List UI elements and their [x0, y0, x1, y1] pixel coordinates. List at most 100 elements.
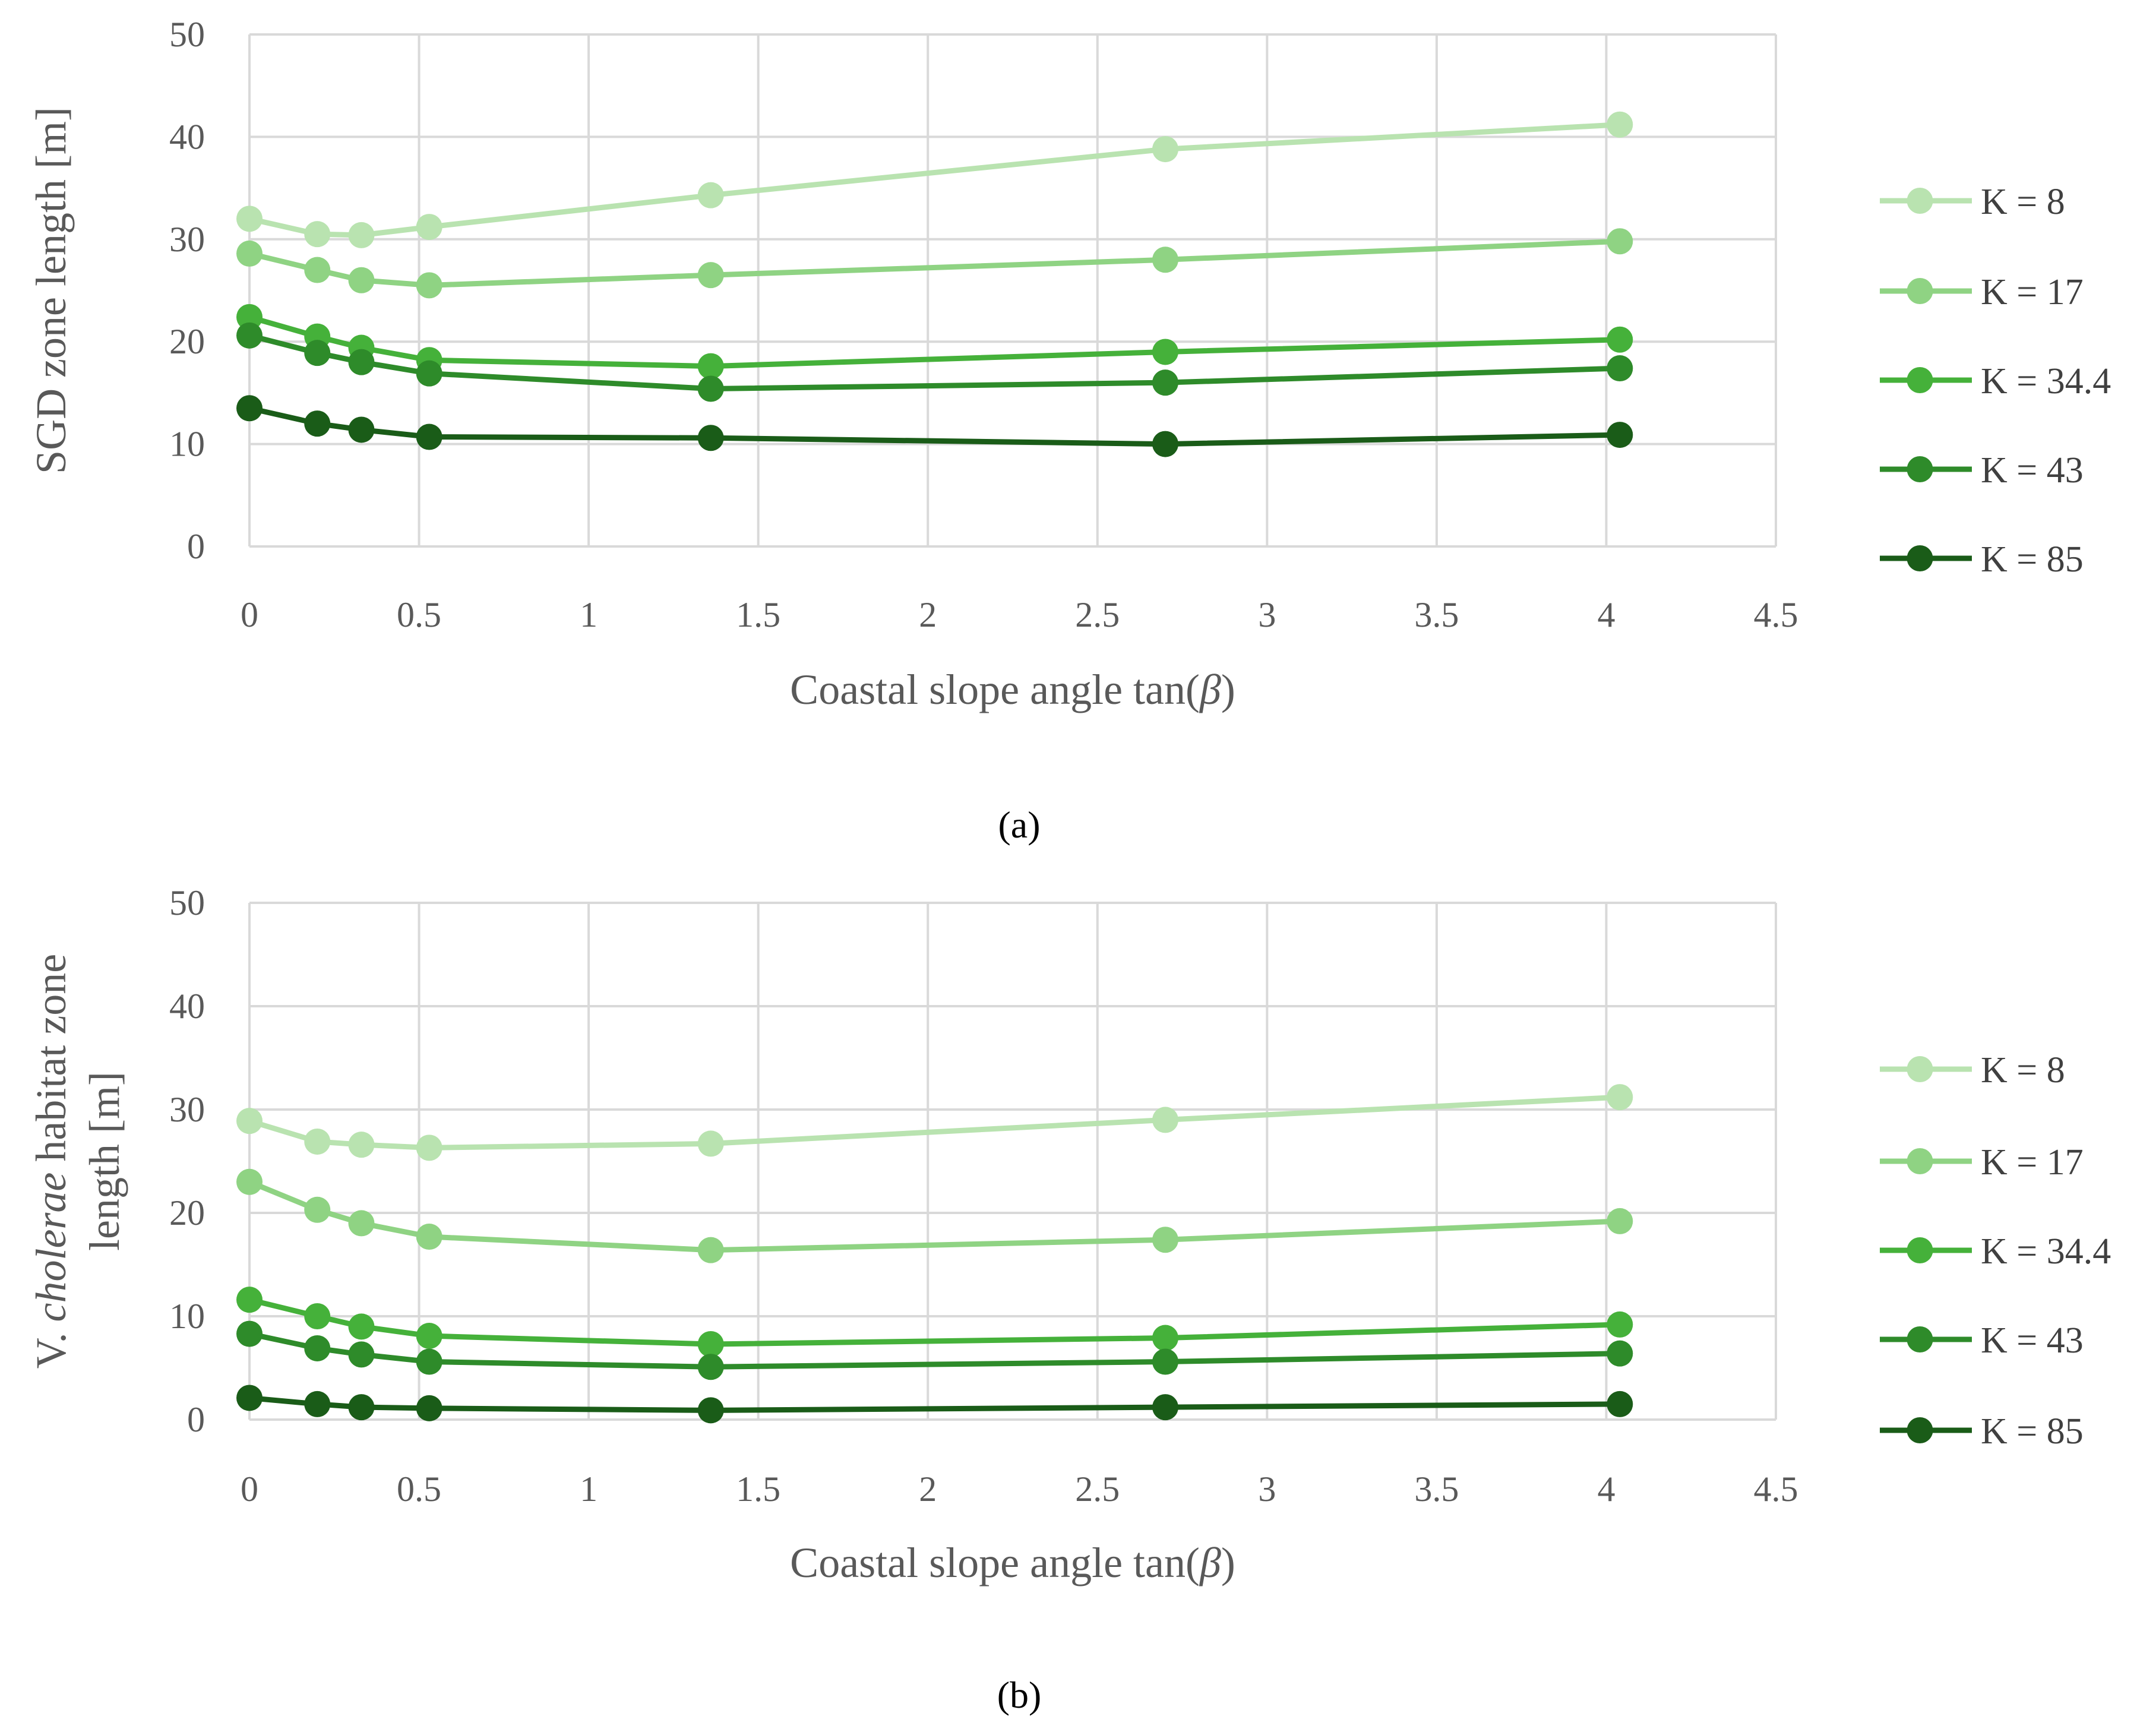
y-axis-title-line-2: length [m]	[81, 1072, 128, 1251]
x-tick-label: 0	[241, 1469, 258, 1509]
x-tick-label: 1.5	[736, 595, 780, 634]
figure-caption: (a)	[998, 804, 1040, 846]
y-tick-label: 50	[169, 15, 205, 54]
legend-label: K = 43	[1981, 1320, 2084, 1361]
x-axis-title-part: β	[1199, 1539, 1221, 1587]
data-point	[1607, 326, 1633, 353]
data-point	[236, 395, 263, 422]
x-tick-label: 4	[1597, 1469, 1615, 1509]
y-tick-label: 30	[169, 220, 205, 259]
y-tick-label: 20	[169, 1193, 205, 1232]
x-tick-label: 1.5	[736, 1469, 780, 1509]
x-tick-label: 3.5	[1414, 595, 1459, 634]
data-point	[1152, 1348, 1178, 1375]
data-point	[348, 1341, 375, 1368]
legend-marker	[1907, 367, 1933, 393]
data-point	[1607, 1084, 1633, 1111]
data-point	[304, 1128, 331, 1155]
data-point	[236, 304, 263, 330]
data-point	[236, 1287, 263, 1313]
data-point	[1152, 431, 1178, 457]
x-tick-label: 2.5	[1075, 1469, 1120, 1509]
data-point	[348, 349, 375, 375]
data-point	[348, 1394, 375, 1421]
data-point	[697, 425, 724, 451]
data-point	[348, 267, 375, 293]
x-tick-label: 1	[580, 1469, 598, 1509]
legend: K = 8 K = 17 K = 34.4 K = 43 K = 85	[1880, 182, 2111, 580]
data-point	[304, 1335, 331, 1361]
y-tick-label: 0	[187, 527, 205, 566]
data-point	[1152, 246, 1178, 273]
series-k43	[236, 1320, 1633, 1380]
data-point	[304, 340, 331, 366]
x-tick-label: 4.5	[1754, 595, 1798, 634]
data-point	[1607, 1311, 1633, 1338]
legend-label: K = 17	[1981, 272, 2084, 312]
data-point	[304, 257, 331, 283]
x-tick-label: 0	[241, 595, 258, 634]
y-axis-title-part: cholerae	[27, 1173, 75, 1322]
legend-marker	[1907, 1148, 1933, 1174]
series-line	[248, 1297, 1620, 1347]
data-point	[304, 221, 331, 248]
data-point	[416, 1224, 442, 1250]
legend-marker	[1907, 1056, 1933, 1082]
x-tick-label: 4	[1597, 595, 1615, 634]
legend-marker	[1907, 278, 1933, 304]
series-k85	[236, 1385, 1633, 1424]
data-point	[304, 1196, 331, 1223]
data-point	[416, 424, 442, 450]
data-point	[236, 1320, 263, 1347]
y-tick-label: 10	[169, 1297, 205, 1336]
data-point	[304, 410, 331, 437]
data-point	[697, 262, 724, 289]
series-k34.4	[236, 304, 1633, 380]
data-point	[416, 360, 442, 387]
data-point	[416, 1348, 442, 1375]
data-point	[697, 353, 724, 380]
data-point	[1607, 228, 1633, 255]
data-point	[236, 206, 263, 232]
x-tick-label: 2	[919, 1469, 937, 1509]
data-point	[1152, 1325, 1178, 1351]
data-point	[1607, 1390, 1633, 1417]
data-point	[304, 1303, 331, 1329]
data-point	[348, 1210, 375, 1237]
series-k8	[236, 1084, 1633, 1161]
y-tick-label: 50	[169, 883, 205, 922]
data-point	[1607, 1340, 1633, 1367]
series-line	[249, 122, 1620, 238]
data-point	[697, 1354, 724, 1380]
x-tick-label: 3	[1258, 595, 1276, 634]
series-k34.4	[236, 1287, 1633, 1357]
gridlines	[248, 902, 1777, 1421]
data-point	[416, 1395, 442, 1421]
series-k17	[236, 228, 1633, 299]
chart-a: 0 10 20 30 40 50 0 0.5 1 1.5 2 2.5 3 3.5 4 4.5 Coastal s…	[27, 15, 2111, 846]
data-point	[1607, 355, 1633, 382]
legend-marker	[1907, 1326, 1933, 1352]
x-axis-title: Coastal slope angle tan(β)	[790, 1539, 1235, 1587]
data-point	[697, 182, 724, 208]
x-tick-label: 1	[580, 595, 598, 634]
y-tick-label: 30	[169, 1090, 205, 1129]
data-point	[1607, 111, 1633, 138]
gridlines	[248, 33, 1777, 548]
data-point	[1152, 1227, 1178, 1253]
x-axis-title-part: )	[1221, 666, 1235, 713]
x-axis-title-part: β	[1199, 666, 1221, 713]
data-point	[348, 416, 375, 443]
data-point	[236, 1168, 263, 1195]
legend-label: K = 85	[1981, 539, 2084, 580]
data-point	[1607, 1208, 1633, 1234]
x-tick-label: 0.5	[397, 595, 441, 634]
x-tick-label: 3	[1258, 1469, 1276, 1509]
y-tick-label: 40	[169, 117, 205, 156]
data-point	[348, 1132, 375, 1158]
data-point	[1152, 136, 1178, 163]
data-point	[416, 1134, 442, 1161]
data-point	[416, 214, 442, 241]
legend-label: K = 43	[1981, 450, 2084, 491]
x-tick-label: 0.5	[397, 1469, 441, 1509]
